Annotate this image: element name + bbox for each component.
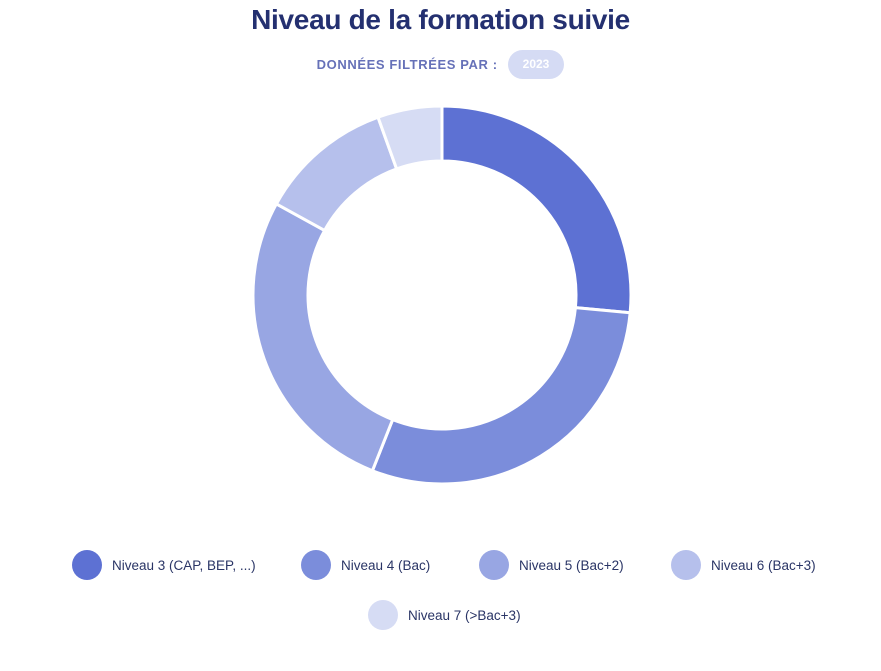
legend-swatch-icon <box>368 600 398 630</box>
legend-item[interactable]: Niveau 6 (Bac+3) <box>671 549 816 581</box>
filter-row: DONNÉES FILTRÉES PAR : 2023 <box>0 50 881 79</box>
filter-year-badge[interactable]: 2023 <box>507 50 565 79</box>
legend-item[interactable]: Niveau 4 (Bac) <box>301 549 430 581</box>
donut-slice-3[interactable] <box>251 201 395 473</box>
donut-chart <box>251 104 633 486</box>
filter-label: DONNÉES FILTRÉES PAR : <box>316 57 498 72</box>
legend-item[interactable]: Niveau 3 (CAP, BEP, ...) <box>72 549 256 581</box>
legend-label: Niveau 7 (>Bac+3) <box>408 607 521 623</box>
donut-slice-5[interactable] <box>376 104 444 171</box>
legend-item[interactable]: Niveau 7 (>Bac+3) <box>368 599 521 631</box>
donut-slice-1[interactable] <box>440 104 633 315</box>
donut-slice-2[interactable] <box>370 305 632 486</box>
legend-swatch-icon <box>301 550 331 580</box>
legend-label: Niveau 3 (CAP, BEP, ...) <box>112 557 256 573</box>
legend-swatch-icon <box>671 550 701 580</box>
legend-label: Niveau 4 (Bac) <box>341 557 431 573</box>
legend-item[interactable]: Niveau 5 (Bac+2) <box>479 549 624 581</box>
chart-title: Niveau de la formation suivie <box>251 4 630 35</box>
legend-label: Niveau 6 (Bac+3) <box>711 557 816 573</box>
legend-swatch-icon <box>72 550 102 580</box>
donut-slices <box>251 104 633 486</box>
legend-swatch-icon <box>479 550 509 580</box>
donut-slice-4[interactable] <box>274 115 399 233</box>
legend-label: Niveau 5 (Bac+2) <box>519 557 624 573</box>
